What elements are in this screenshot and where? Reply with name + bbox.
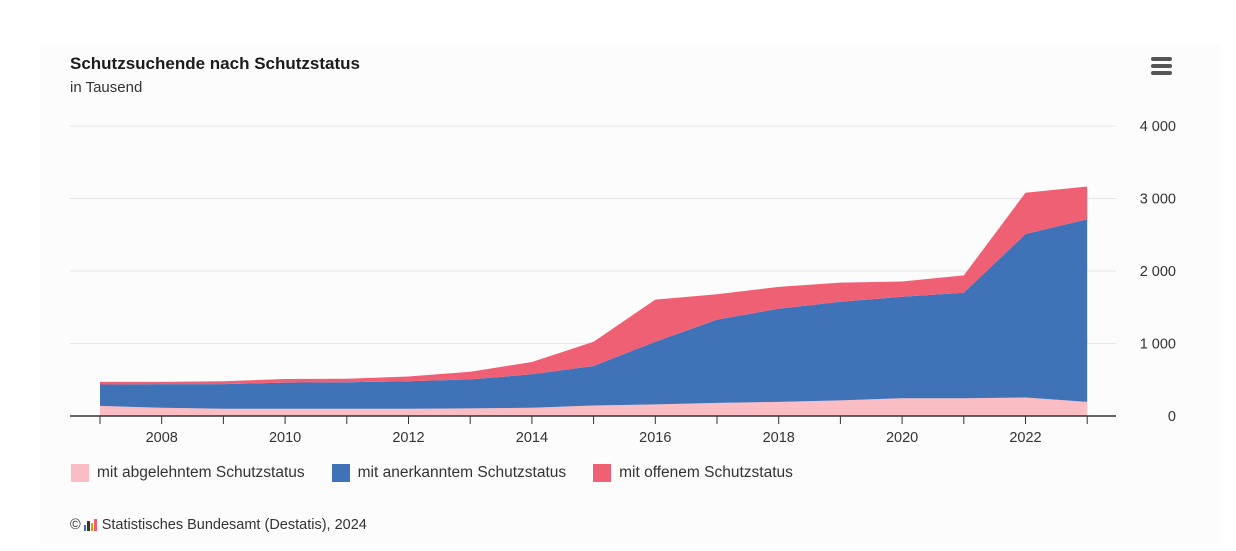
x-tick-label: 2020 <box>886 430 918 446</box>
series-areas <box>100 186 1088 416</box>
legend-label: mit abgelehntem Schutzstatus <box>97 464 305 481</box>
axes <box>70 415 1116 424</box>
source-text: Statistisches Bundesamt (Destatis), 2024 <box>101 517 367 533</box>
y-tick-label: 2 000 <box>1140 264 1176 280</box>
legend-swatch <box>593 464 612 482</box>
legend-item-2[interactable]: mit anerkanntem Schutzstatus <box>331 464 567 482</box>
x-tick-label: 2018 <box>763 430 795 446</box>
area-series-3 <box>100 186 1088 385</box>
chart-subtitle: in Tausend <box>70 79 143 96</box>
y-tick-labels: 0 1 000 2 000 3 000 4 000 <box>1140 119 1176 425</box>
x-tick-labels: 2008 2010 2012 2014 2016 2018 2020 2022 <box>146 430 1042 446</box>
legend-label: mit anerkanntem Schutzstatus <box>357 464 567 481</box>
y-tick-label: 0 <box>1168 409 1176 425</box>
y-tick-label: 1 000 <box>1140 337 1176 353</box>
x-tick-label: 2016 <box>639 430 671 446</box>
destatis-logo-icon <box>83 519 98 531</box>
x-tick-label: 2008 <box>146 430 178 446</box>
x-tick-label: 2012 <box>392 430 424 446</box>
x-tick-label: 2014 <box>516 430 548 446</box>
legend-swatch <box>71 464 89 482</box>
x-tick-label: 2010 <box>269 430 301 446</box>
y-tick-label: 4 000 <box>1140 119 1176 135</box>
source-credit: © Statistisches Bundesamt (Destatis), 20… <box>70 517 367 533</box>
legend-item-3[interactable]: mit offenem Schutzstatus <box>593 464 793 482</box>
area-series-1 <box>100 397 1088 416</box>
x-tick-label: 2022 <box>1009 430 1041 446</box>
legend: mit abgelehntem Schutzstatus mit anerkann… <box>71 464 820 482</box>
legend-item-1[interactable]: mit abgelehntem Schutzstatus <box>71 464 305 482</box>
chart-title: Schutzsuchende nach Schutzstatus <box>70 54 360 73</box>
legend-swatch <box>331 464 350 482</box>
y-tick-label: 3 000 <box>1140 192 1176 208</box>
legend-label: mit offenem Schutzstatus <box>619 464 793 481</box>
area-series-2 <box>100 219 1088 409</box>
hamburger-menu-icon[interactable] <box>1149 57 1175 77</box>
copyright-sign: © <box>70 517 81 533</box>
